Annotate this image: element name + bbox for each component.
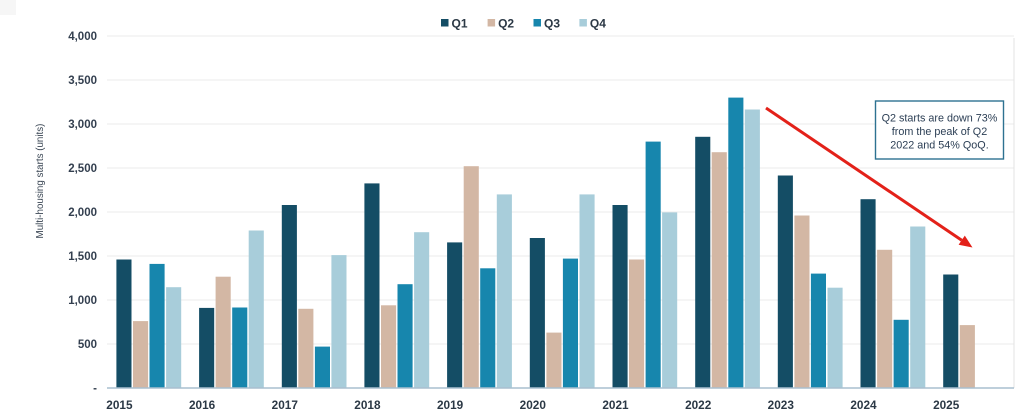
svg-text:2021: 2021 [602, 398, 629, 412]
svg-text:2023: 2023 [768, 398, 795, 412]
svg-text:2020: 2020 [520, 398, 547, 412]
svg-text:2024: 2024 [850, 398, 877, 412]
svg-text:Q3: Q3 [544, 17, 560, 31]
svg-text:Q2 starts are down 73%: Q2 starts are down 73% [882, 113, 998, 125]
svg-text:4,000: 4,000 [68, 31, 97, 43]
svg-text:2025: 2025 [933, 398, 960, 412]
svg-text:1,500: 1,500 [68, 251, 97, 263]
svg-text:1,000: 1,000 [68, 295, 97, 307]
svg-text:3,000: 3,000 [68, 119, 97, 131]
svg-text:2022 and 54% QoQ.: 2022 and 54% QoQ. [890, 140, 988, 152]
svg-text:2,000: 2,000 [68, 207, 97, 219]
svg-text:2022: 2022 [685, 398, 712, 412]
svg-text:2017: 2017 [272, 398, 299, 412]
svg-text:Q1: Q1 [452, 17, 468, 31]
svg-text:2019: 2019 [437, 398, 464, 412]
svg-text:Q2: Q2 [498, 17, 514, 31]
svg-text:3,500: 3,500 [68, 75, 97, 87]
svg-text:from the peak of Q2: from the peak of Q2 [892, 126, 987, 138]
svg-text:Multi-housing starts (units): Multi-housing starts (units) [35, 124, 46, 239]
svg-text:500: 500 [78, 339, 97, 351]
svg-text:2,500: 2,500 [68, 163, 97, 175]
svg-text:Q4: Q4 [590, 17, 606, 31]
svg-text:2015: 2015 [106, 398, 133, 412]
svg-text:2016: 2016 [189, 398, 216, 412]
svg-text:-: - [93, 383, 97, 395]
svg-text:2018: 2018 [354, 398, 381, 412]
